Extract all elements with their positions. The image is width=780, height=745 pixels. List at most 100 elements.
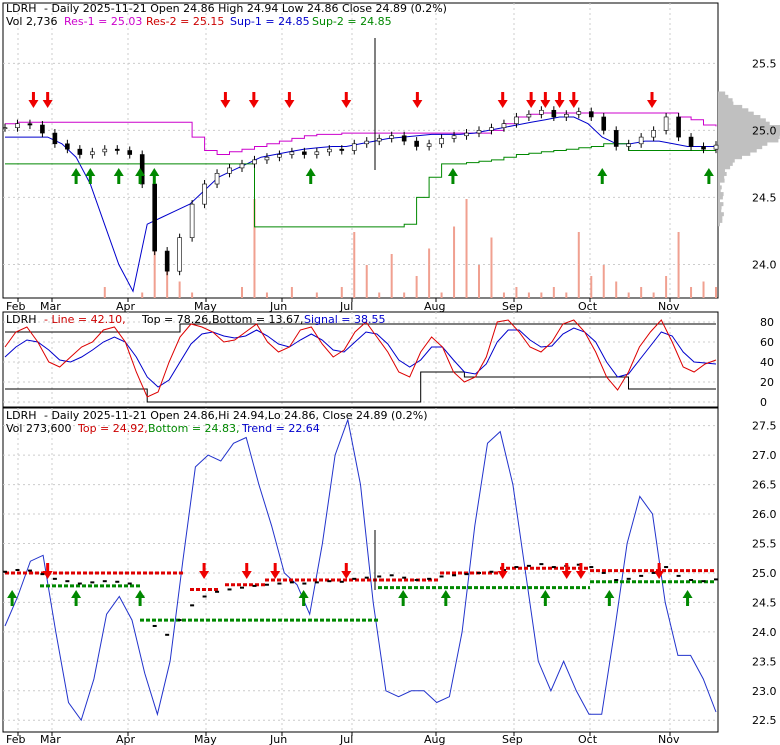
osc-line-label: - Line = 42.10, bbox=[44, 313, 126, 326]
trend-x-tick-label: Jun bbox=[269, 733, 287, 745]
volume-profile-bar bbox=[718, 92, 725, 96]
trend-price-mark bbox=[327, 580, 331, 582]
candle-body bbox=[365, 141, 369, 144]
candle-body bbox=[427, 144, 431, 147]
candle-body bbox=[115, 149, 119, 150]
sell-arrow-stem bbox=[651, 92, 654, 100]
buy-arrow-stem bbox=[117, 176, 120, 184]
trend-price-mark bbox=[265, 584, 269, 586]
volume-bar bbox=[690, 287, 692, 298]
trend-price-mark bbox=[190, 604, 194, 606]
trend-trend-label: Trend = 22.64 bbox=[241, 422, 320, 435]
volume-bar bbox=[416, 276, 418, 298]
trend-x-tick-label: Jul bbox=[339, 733, 353, 745]
buy-arrow-stem bbox=[139, 176, 142, 184]
trend-sell-arrow-stem bbox=[203, 563, 206, 571]
price-y-tick-label: 25.5 bbox=[752, 57, 777, 70]
trend-y-tick-label: 26.0 bbox=[752, 508, 777, 521]
trend-x-tick-label: Nov bbox=[658, 733, 680, 745]
candle-body bbox=[702, 146, 706, 149]
candle-body bbox=[614, 130, 618, 146]
trend-y-tick-label: 26.5 bbox=[752, 479, 777, 492]
price-x-tick-label: Jun bbox=[269, 300, 287, 313]
candle-body bbox=[153, 184, 157, 251]
volume-bar bbox=[553, 287, 555, 298]
candle-body bbox=[465, 133, 469, 136]
trend-price-mark bbox=[689, 579, 693, 581]
trend-price-mark bbox=[3, 571, 7, 573]
candle-body bbox=[40, 125, 44, 133]
trend-symbol: LDRH bbox=[6, 409, 37, 422]
candle-body bbox=[252, 160, 256, 164]
buy-arrow-stem bbox=[601, 176, 604, 184]
trend-price-mark bbox=[165, 634, 169, 636]
volume-bar bbox=[615, 282, 617, 299]
volume-bar bbox=[104, 287, 106, 298]
volume-bar bbox=[503, 293, 505, 299]
candle-body bbox=[290, 152, 294, 155]
candle-body bbox=[65, 144, 69, 149]
trend-x-tick-label: Sep bbox=[502, 733, 523, 745]
price-header-line: - Daily 2025-11-21 Open 24.86 High 24.94… bbox=[44, 2, 447, 15]
trend-price-mark bbox=[65, 580, 69, 582]
trend-price-mark bbox=[153, 625, 157, 627]
trend-price-mark bbox=[228, 588, 232, 590]
price-x-tick-label: May bbox=[194, 300, 217, 313]
candle-body bbox=[327, 149, 331, 152]
sup2-label: Sup-2 = 24.85 bbox=[312, 15, 392, 28]
price-y-tick-label: 24.5 bbox=[752, 191, 777, 204]
trend-sell-arrow-stem bbox=[565, 563, 568, 571]
candle-body bbox=[539, 110, 543, 114]
res1-label: Res-1 = 25.03 bbox=[64, 15, 142, 28]
trend-price-mark bbox=[440, 575, 444, 577]
candle-body bbox=[315, 152, 319, 155]
trend-price-mark bbox=[402, 577, 406, 579]
trend-price-mark bbox=[103, 580, 107, 582]
volume-bar bbox=[179, 282, 181, 299]
osc-bottom-label: Bottom = 13.67, bbox=[212, 313, 304, 326]
trend-price-mark bbox=[215, 591, 219, 593]
volume-bar bbox=[291, 287, 293, 298]
volume-bar bbox=[191, 293, 193, 299]
candle-body bbox=[190, 204, 194, 238]
price-volume-label: Vol 2,736 bbox=[6, 15, 57, 28]
trend-price-mark bbox=[340, 581, 344, 583]
trend-buy-arrow-stem bbox=[402, 598, 405, 606]
sell-arrow-stem bbox=[572, 92, 575, 100]
trend-price-mark bbox=[639, 575, 643, 577]
trend-buy-arrow-stem bbox=[608, 598, 611, 606]
volume-bar bbox=[578, 232, 580, 298]
candle-body bbox=[502, 124, 506, 128]
price-y-tick-label: 24.0 bbox=[752, 258, 777, 271]
trend-header-line: - Daily 2025-11-21 Open 24.86,Hi 24.94,L… bbox=[44, 409, 428, 422]
trend-y-tick-label: 24.5 bbox=[752, 596, 777, 609]
candle-body bbox=[165, 251, 169, 271]
trend-price-mark bbox=[302, 583, 306, 585]
candle-body bbox=[677, 117, 681, 137]
trend-price-mark bbox=[290, 581, 294, 583]
trend-buy-arrow-stem bbox=[11, 598, 14, 606]
trend-price-mark bbox=[315, 581, 319, 583]
trend-price-mark bbox=[452, 574, 456, 576]
trend-sell-arrow-stem bbox=[245, 563, 248, 571]
volume-bar bbox=[490, 238, 492, 299]
osc-symbol: LDRH bbox=[6, 313, 37, 326]
trend-price-mark bbox=[115, 581, 119, 583]
trend-price-mark bbox=[377, 575, 381, 577]
trend-price-mark bbox=[28, 570, 32, 572]
price-x-tick-label: Aug bbox=[424, 300, 445, 313]
volume-bar bbox=[653, 293, 655, 299]
volume-bar bbox=[715, 287, 717, 298]
sell-arrow-stem bbox=[32, 92, 35, 100]
trend-price-mark bbox=[178, 619, 182, 621]
trend-buy-arrow-stem bbox=[544, 598, 547, 606]
trend-x-tick-label: Aug bbox=[424, 733, 445, 745]
trend-y-tick-label: 24.0 bbox=[752, 626, 777, 639]
volume-bar bbox=[678, 232, 680, 298]
candle-body bbox=[639, 137, 643, 144]
candle-body bbox=[714, 145, 718, 149]
oscillator-panel: 806040200 LDRH - Line = 42.10, Top = 78.… bbox=[3, 312, 774, 409]
volume-bar bbox=[453, 227, 455, 299]
candle-body bbox=[452, 136, 456, 139]
